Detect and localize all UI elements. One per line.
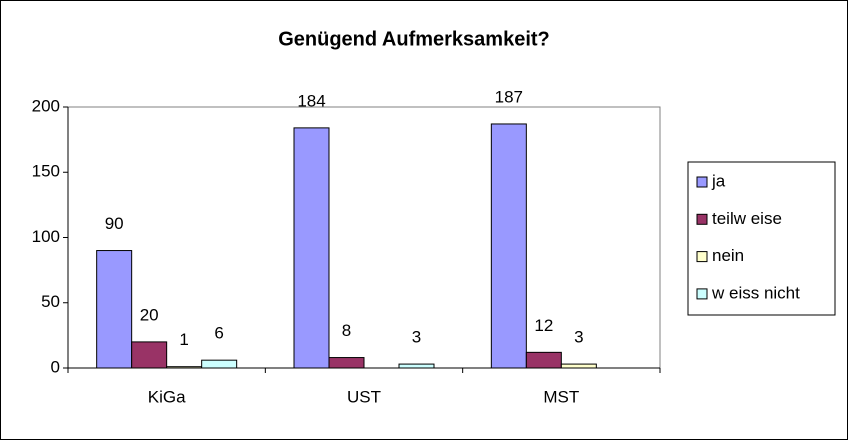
- y-tick-label: 50: [41, 292, 60, 311]
- bar: [131, 341, 168, 369]
- x-tick-label: KiGa: [148, 387, 186, 406]
- bar: [201, 359, 238, 369]
- bar: [166, 366, 203, 369]
- bar: [398, 363, 435, 369]
- legend-label: ja: [711, 171, 726, 190]
- bar: [328, 357, 365, 369]
- y-tick-label: 100: [32, 227, 60, 246]
- value-label: 1: [179, 330, 188, 349]
- y-tick-label: 200: [32, 96, 60, 115]
- y-tick-label: 150: [32, 162, 60, 181]
- value-label: 8: [342, 321, 351, 340]
- legend-swatch: [696, 176, 708, 188]
- x-tick-label: MST: [543, 387, 579, 406]
- y-tick-label: 0: [51, 357, 60, 376]
- value-label: 12: [534, 316, 553, 335]
- legend-swatch: [696, 213, 708, 225]
- value-label: 6: [214, 324, 223, 343]
- bar: [293, 127, 330, 369]
- bar: [525, 351, 562, 369]
- value-label: 3: [574, 328, 583, 347]
- legend-label: w eiss nicht: [711, 283, 800, 302]
- bar: [96, 250, 133, 369]
- legend-swatch: [696, 288, 708, 300]
- legend-swatch: [696, 251, 708, 263]
- value-label: 184: [297, 91, 325, 110]
- legend: [687, 161, 836, 316]
- bar: [560, 363, 597, 369]
- chart-title: Genügend Aufmerksamkeit?: [278, 28, 550, 50]
- x-tick-label: UST: [347, 387, 381, 406]
- bar: [490, 123, 527, 369]
- value-label: 20: [140, 305, 159, 324]
- legend-label: nein: [712, 246, 744, 265]
- value-label: 90: [105, 214, 124, 233]
- legend-label: teilw eise: [712, 209, 782, 228]
- value-label: 3: [412, 328, 421, 347]
- value-label: 187: [495, 87, 523, 106]
